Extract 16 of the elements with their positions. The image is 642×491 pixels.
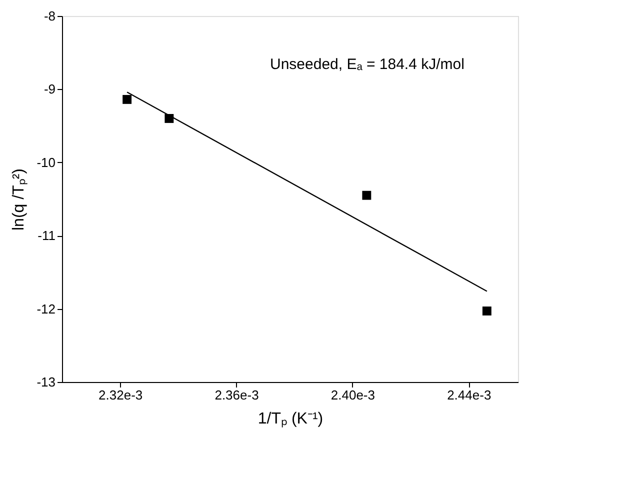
y-tick-label: -13 xyxy=(36,374,56,390)
y-tick-label: -12 xyxy=(36,301,56,316)
x-tick-label: 2.36e-3 xyxy=(214,388,259,402)
x-tick-label: 2.32e-3 xyxy=(98,388,143,402)
y-axis-title: ln(q /Tₚ²) xyxy=(10,168,28,230)
annotation: Unseeded, Eₐ = 184.4 kJ/mol xyxy=(270,56,464,73)
y-tick-label: -10 xyxy=(36,154,56,170)
point xyxy=(362,190,372,200)
y-tick-label: -9 xyxy=(44,82,56,97)
y-tick-label: -11 xyxy=(38,228,56,244)
x-tick-label: 2.40e-3 xyxy=(330,388,375,402)
point xyxy=(482,306,492,316)
x-tick-label: 2.44e-3 xyxy=(447,388,492,402)
x-axis-title: 1/Tₚ (K⁻¹) xyxy=(258,410,324,428)
y-tick-label: -8 xyxy=(44,8,56,24)
point xyxy=(122,94,132,104)
